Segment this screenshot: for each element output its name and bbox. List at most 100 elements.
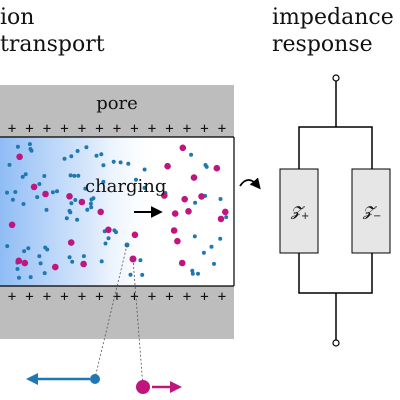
cation-dot bbox=[17, 275, 21, 280]
plus-charge: + bbox=[148, 121, 156, 137]
anion-dot bbox=[105, 226, 112, 234]
impedance-plus-box bbox=[279, 168, 319, 254]
cation-dot bbox=[67, 255, 72, 260]
cation-dot bbox=[23, 172, 28, 177]
anion-dot bbox=[78, 198, 86, 206]
plus-charge: + bbox=[60, 289, 68, 305]
cation-dot bbox=[67, 208, 72, 213]
plus-charge: + bbox=[183, 289, 191, 305]
anion-dot bbox=[97, 208, 104, 216]
anion-dot bbox=[217, 215, 225, 223]
plus-charge: + bbox=[78, 289, 86, 305]
cation-dot bbox=[20, 174, 25, 179]
cation-dot bbox=[68, 173, 73, 178]
surface-charges-bottom: + + + + + + + + + + + + + bbox=[8, 289, 226, 305]
cation-dot bbox=[84, 145, 89, 150]
plus-charge: + bbox=[43, 289, 51, 305]
charging-label: charging bbox=[85, 176, 166, 197]
cation-dot bbox=[42, 271, 47, 276]
plus-charge: + bbox=[43, 121, 51, 137]
terminal-bottom bbox=[332, 339, 340, 347]
plus-charge: + bbox=[95, 121, 103, 137]
cation-dot bbox=[5, 244, 10, 249]
cation-dot bbox=[5, 190, 9, 195]
cation-dot bbox=[50, 190, 55, 195]
cation-leader-line bbox=[94, 244, 128, 379]
cation-dot bbox=[99, 259, 104, 264]
anion-dot bbox=[131, 231, 139, 239]
cation-dot bbox=[134, 177, 138, 182]
cation-dot bbox=[37, 254, 42, 259]
cation-dot bbox=[111, 159, 116, 164]
cation-dot bbox=[192, 234, 197, 239]
plus-charge: + bbox=[200, 289, 208, 305]
cation-dot bbox=[44, 207, 49, 212]
cation-dot bbox=[69, 154, 74, 159]
plus-charge: + bbox=[130, 121, 138, 137]
cation-dot bbox=[27, 142, 32, 147]
cation-dot bbox=[64, 216, 69, 221]
cation-dot bbox=[73, 198, 78, 202]
cation-dot bbox=[26, 246, 31, 251]
cation-dot bbox=[224, 215, 229, 220]
cation-dot bbox=[91, 196, 96, 201]
anion-dot bbox=[42, 190, 49, 198]
plus-charge: + bbox=[165, 121, 173, 137]
cation-dot bbox=[81, 254, 86, 259]
cation-dot bbox=[126, 161, 131, 166]
cation-dot bbox=[196, 271, 200, 276]
anion-dot bbox=[190, 174, 198, 181]
title-response: response bbox=[272, 32, 373, 57]
cation-dot bbox=[218, 197, 223, 201]
cation-dot bbox=[189, 152, 194, 157]
cation-dot bbox=[28, 147, 33, 151]
anion-dot bbox=[185, 208, 192, 215]
cation-dot bbox=[76, 173, 81, 178]
anion-dot bbox=[136, 380, 150, 394]
plus-charge: + bbox=[60, 121, 68, 137]
cation-dot bbox=[75, 149, 80, 153]
impedance-minus-box bbox=[351, 168, 391, 254]
anion-dot bbox=[66, 193, 73, 200]
cation-dot bbox=[204, 164, 209, 169]
plus-charge: + bbox=[200, 121, 208, 137]
cation-dot bbox=[10, 197, 15, 202]
cation-dot bbox=[37, 182, 42, 186]
cation-dot bbox=[28, 275, 33, 280]
cation-dot bbox=[83, 186, 88, 191]
anion-dot bbox=[161, 192, 168, 199]
cation-dot bbox=[21, 202, 26, 206]
equivalent-circuit: 𝓩+ 𝓩− bbox=[279, 74, 391, 347]
anion-dot bbox=[67, 239, 75, 246]
plus-charge: + bbox=[25, 289, 33, 305]
cation-dot bbox=[7, 162, 12, 167]
pore-wall-top bbox=[0, 85, 234, 137]
cation-dot bbox=[15, 144, 20, 149]
cation-dot bbox=[138, 258, 143, 263]
anion-dot bbox=[15, 257, 23, 265]
anion-dot bbox=[164, 162, 171, 170]
anion-dot bbox=[181, 195, 188, 203]
cation-dot bbox=[75, 217, 80, 222]
plus-charge: + bbox=[148, 289, 156, 305]
arrow-right-head-icon bbox=[170, 381, 182, 393]
cation-dot bbox=[101, 163, 106, 168]
plus-charge: + bbox=[183, 121, 191, 137]
pore-label: pore bbox=[96, 93, 138, 114]
cation-dot bbox=[13, 190, 18, 194]
cation-dot bbox=[142, 185, 147, 190]
cation-dot bbox=[55, 189, 59, 194]
cation-dot bbox=[128, 272, 133, 277]
cation-dot bbox=[193, 200, 198, 205]
cation-dot bbox=[88, 201, 93, 206]
cation-dot bbox=[72, 173, 77, 178]
cation-dot bbox=[89, 205, 94, 210]
cation-dot bbox=[90, 374, 100, 384]
cation-dot bbox=[190, 268, 195, 273]
cation-dot bbox=[142, 167, 147, 172]
anion-dot bbox=[198, 193, 205, 200]
anion-dot bbox=[30, 183, 38, 191]
anion-dot bbox=[213, 164, 221, 172]
cation-dot bbox=[201, 250, 206, 255]
